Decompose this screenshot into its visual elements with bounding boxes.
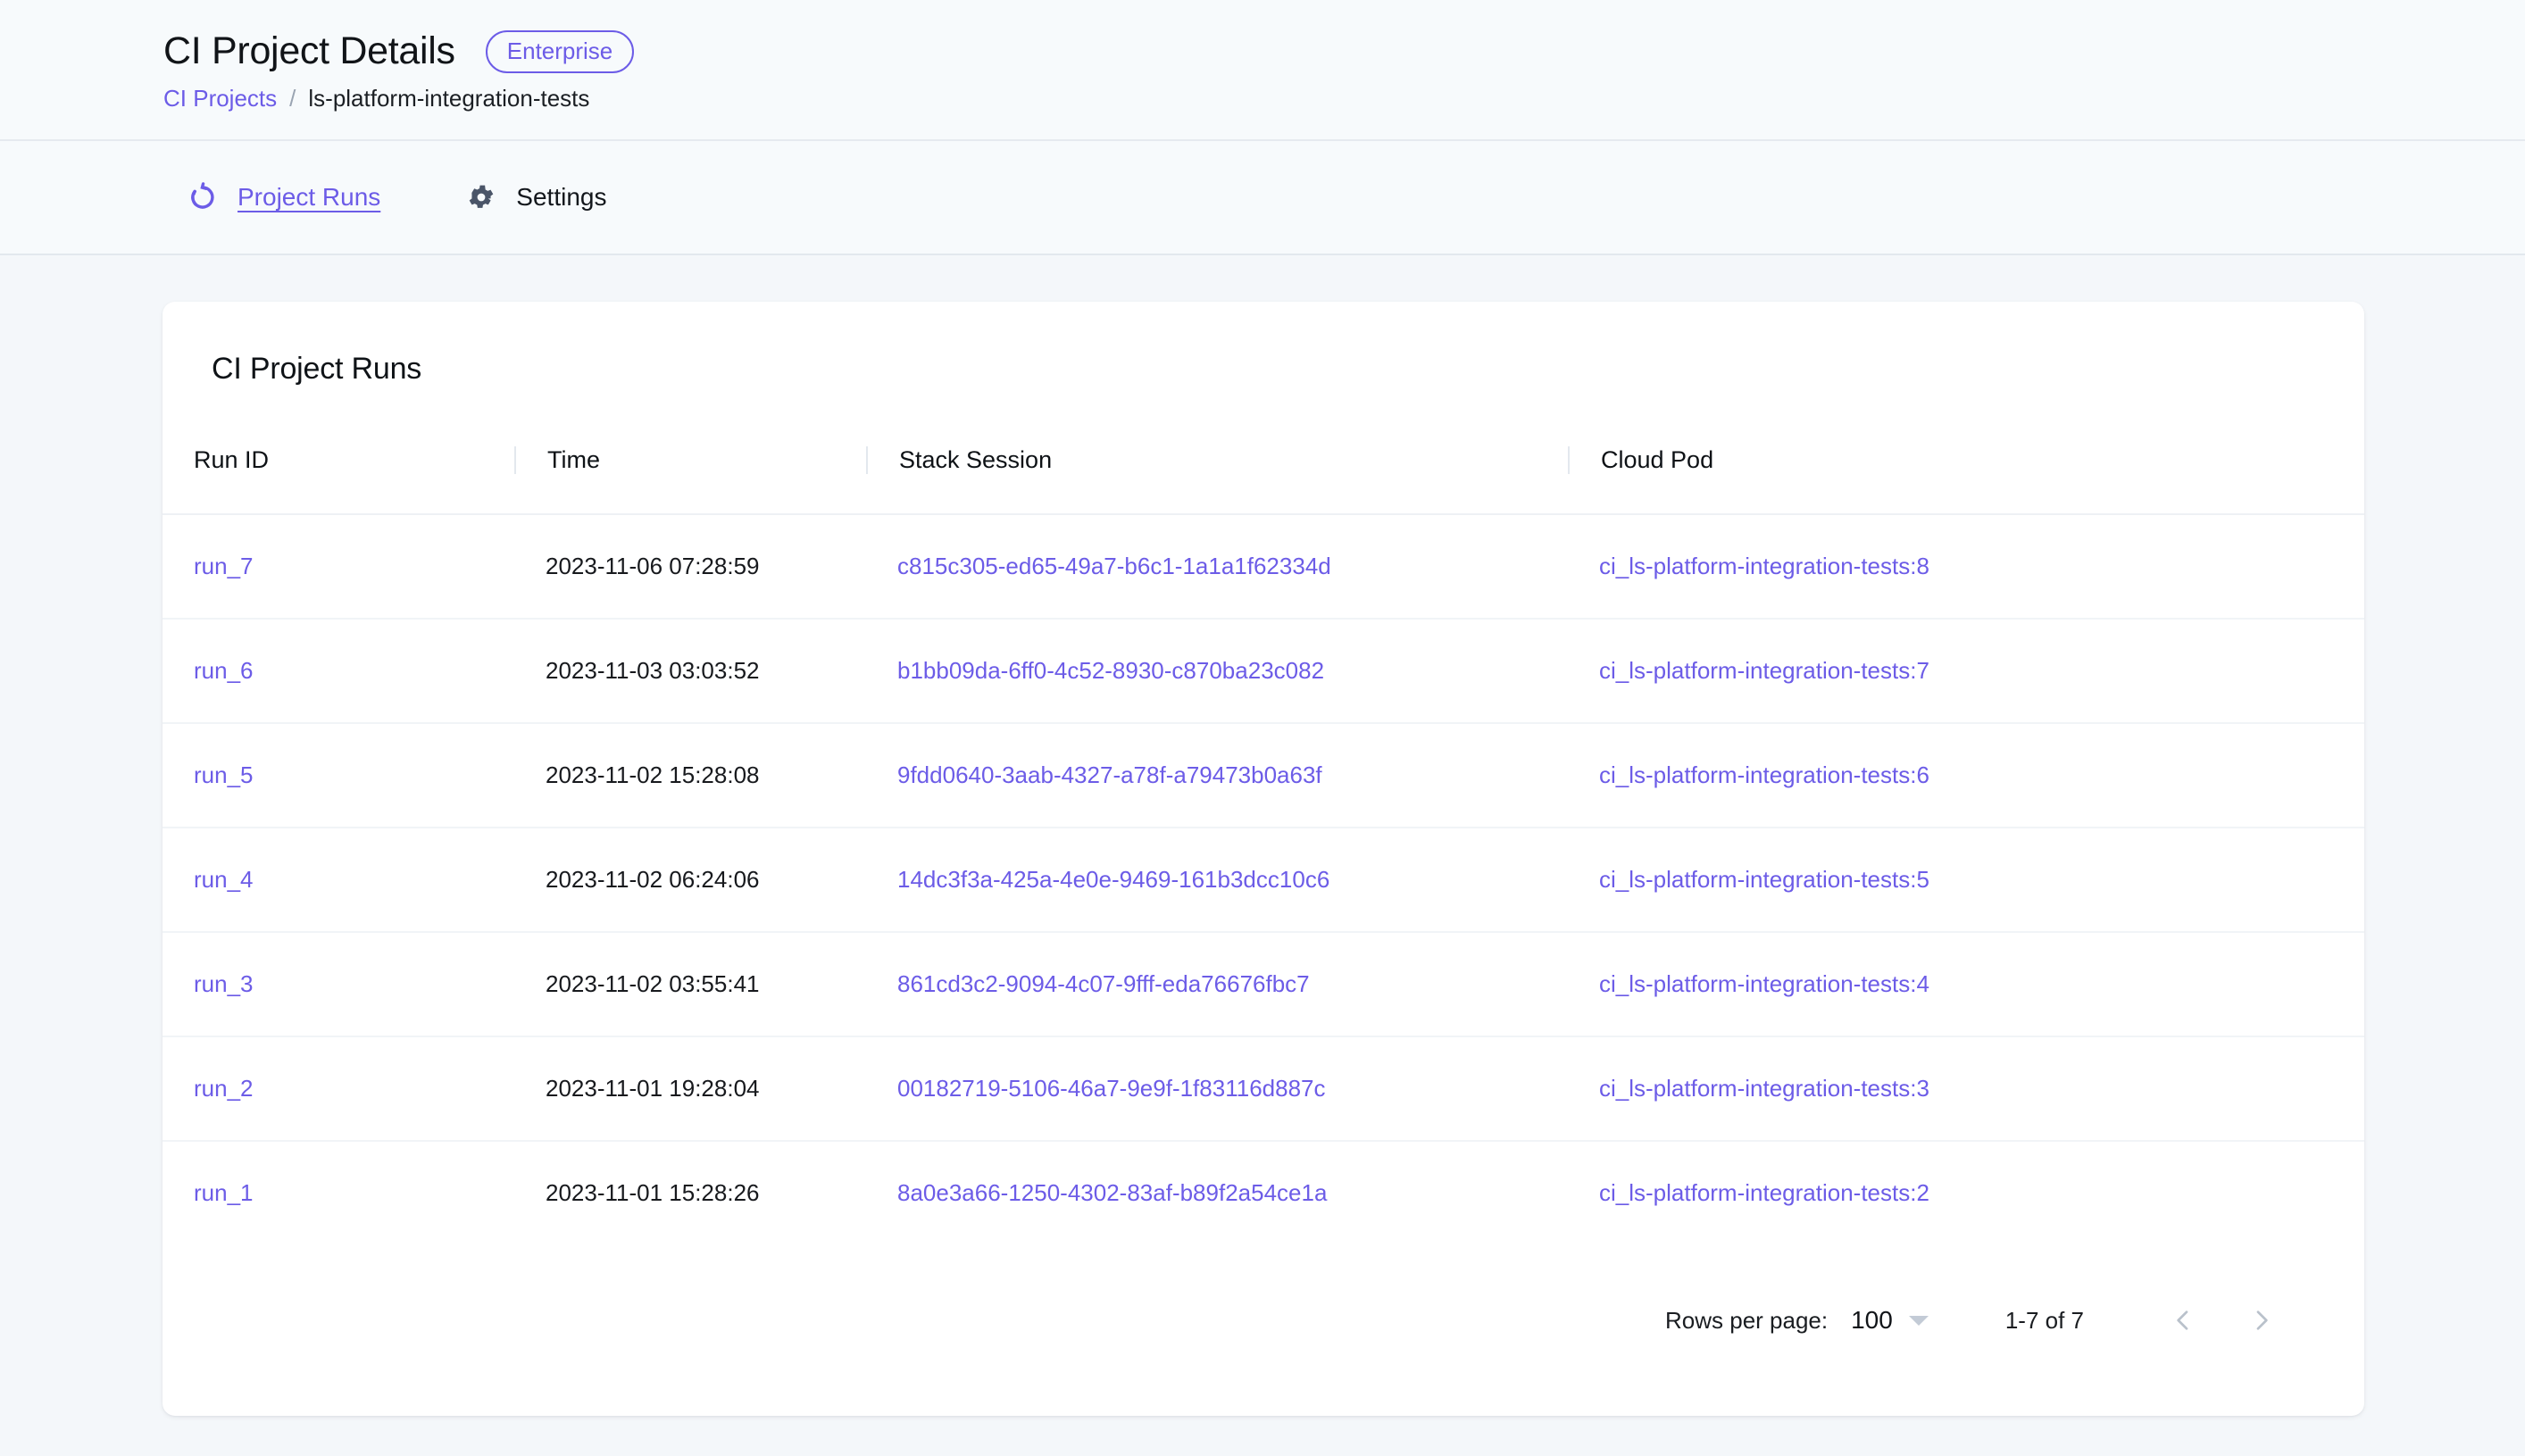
status-badge: Enterprise (485, 30, 635, 73)
cell-stack-session: c815c305-ed65-49a7-b6c1-1a1a1f62334d (866, 513, 1568, 619)
cell-cloud-pod: ci_ls-platform-integration-tests:6 (1568, 722, 2364, 828)
cloud-pod-link[interactable]: ci_ls-platform-integration-tests:3 (1599, 1075, 1929, 1102)
cloud-pod-link[interactable]: ci_ls-platform-integration-tests:4 (1599, 970, 1929, 997)
breadcrumb-current: ls-platform-integration-tests (308, 85, 590, 112)
cell-cloud-pod: ci_ls-platform-integration-tests:7 (1568, 618, 2364, 723)
run-id-link[interactable]: run_6 (194, 657, 254, 684)
cell-stack-session: b1bb09da-6ff0-4c52-8930-c870ba23c082 (866, 618, 1568, 723)
column-header-cloud-pod-label: Cloud Pod (1568, 446, 2364, 474)
breadcrumb-separator: / (289, 85, 296, 112)
cell-cloud-pod: ci_ls-platform-integration-tests:8 (1568, 513, 2364, 619)
history-restore-icon (188, 182, 218, 212)
cell-cloud-pod: ci_ls-platform-integration-tests:2 (1568, 1140, 2364, 1244)
table-head: Run ID Time Stack Session Cloud Pod (162, 446, 2364, 514)
breadcrumb: CI Projects / ls-platform-integration-te… (163, 85, 2525, 112)
chevron-down-icon (1908, 1315, 1929, 1326)
title-row: CI Project Details Enterprise (163, 30, 2525, 73)
pagination: Rows per page: 100 1-7 of 7 (162, 1244, 2364, 1353)
tab-label-project-runs: Project Runs (238, 183, 381, 211)
cloud-pod-link[interactable]: ci_ls-platform-integration-tests:5 (1599, 866, 1929, 893)
table-row: run_5 2023-11-02 15:28:08 9fdd0640-3aab-… (162, 722, 2364, 828)
runs-table: Run ID Time Stack Session Cloud Pod run_… (162, 446, 2364, 1244)
gear-icon (466, 182, 496, 212)
cell-stack-session: 9fdd0640-3aab-4327-a78f-a79473b0a63f (866, 722, 1568, 828)
table-row: run_7 2023-11-06 07:28:59 c815c305-ed65-… (162, 513, 2364, 619)
run-id-link[interactable]: run_1 (194, 1179, 254, 1206)
column-header-run-id-label: Run ID (194, 446, 270, 473)
breadcrumb-link-ci-projects[interactable]: CI Projects (163, 85, 278, 112)
table-header-row: Run ID Time Stack Session Cloud Pod (162, 446, 2364, 514)
cloud-pod-link[interactable]: ci_ls-platform-integration-tests:6 (1599, 761, 1929, 788)
cell-cloud-pod: ci_ls-platform-integration-tests:5 (1568, 827, 2364, 932)
cell-time: 2023-11-02 06:24:06 (514, 827, 866, 932)
table-body: run_7 2023-11-06 07:28:59 c815c305-ed65-… (162, 513, 2364, 1244)
table-row: run_6 2023-11-03 03:03:52 b1bb09da-6ff0-… (162, 618, 2364, 723)
cloud-pod-link[interactable]: ci_ls-platform-integration-tests:2 (1599, 1179, 1929, 1206)
run-id-link[interactable]: run_7 (194, 553, 254, 579)
cell-run-id: run_1 (162, 1140, 514, 1244)
run-id-link[interactable]: run_4 (194, 866, 254, 893)
cell-run-id: run_7 (162, 513, 514, 619)
stack-session-link[interactable]: 8a0e3a66-1250-4302-83af-b89f2a54ce1a (897, 1179, 1328, 1206)
cell-time: 2023-11-06 07:28:59 (514, 513, 866, 619)
cell-time: 2023-11-02 03:55:41 (514, 931, 866, 1036)
page-header: CI Project Details Enterprise CI Project… (0, 0, 2525, 141)
cell-run-id: run_6 (162, 618, 514, 723)
stack-session-link[interactable]: 9fdd0640-3aab-4327-a78f-a79473b0a63f (897, 761, 1322, 788)
table-row: run_4 2023-11-02 06:24:06 14dc3f3a-425a-… (162, 827, 2364, 932)
ci-project-runs-card: CI Project Runs Run ID Time Stack Sessio… (162, 302, 2364, 1416)
run-id-link[interactable]: run_5 (194, 761, 254, 788)
cell-stack-session: 00182719-5106-46a7-9e9f-1f83116d887c (866, 1036, 1568, 1141)
table-row: run_1 2023-11-01 15:28:26 8a0e3a66-1250-… (162, 1140, 2364, 1244)
column-header-time[interactable]: Time (514, 446, 866, 514)
cell-run-id: run_3 (162, 931, 514, 1036)
table-row: run_2 2023-11-01 19:28:04 00182719-5106-… (162, 1036, 2364, 1141)
cell-time: 2023-11-01 15:28:26 (514, 1140, 866, 1244)
rows-per-page-label: Rows per page: (1665, 1306, 1829, 1334)
cell-cloud-pod: ci_ls-platform-integration-tests:3 (1568, 1036, 2364, 1141)
stack-session-link[interactable]: 861cd3c2-9094-4c07-9fff-eda76676fbc7 (897, 970, 1310, 997)
run-id-link[interactable]: run_3 (194, 970, 254, 997)
run-id-link[interactable]: run_2 (194, 1075, 254, 1102)
column-header-stack-session[interactable]: Stack Session (866, 446, 1568, 514)
card-title: CI Project Runs (212, 352, 422, 386)
stack-session-link[interactable]: 14dc3f3a-425a-4e0e-9469-161b3dcc10c6 (897, 866, 1330, 893)
next-page-button[interactable] (2229, 1287, 2295, 1353)
column-header-run-id[interactable]: Run ID (162, 446, 514, 514)
cell-time: 2023-11-03 03:03:52 (514, 618, 866, 723)
tab-bar: Project Runs Settings (0, 141, 2525, 255)
chevron-right-icon (2247, 1306, 2276, 1335)
stack-session-link[interactable]: c815c305-ed65-49a7-b6c1-1a1a1f62334d (897, 553, 1331, 579)
cell-stack-session: 14dc3f3a-425a-4e0e-9469-161b3dcc10c6 (866, 827, 1568, 932)
chevron-left-icon (2169, 1306, 2197, 1335)
cell-time: 2023-11-01 19:28:04 (514, 1036, 866, 1141)
rows-per-page-value: 100 (1851, 1306, 1893, 1334)
cloud-pod-link[interactable]: ci_ls-platform-integration-tests:7 (1599, 657, 1929, 684)
previous-page-button[interactable] (2150, 1287, 2216, 1353)
tab-settings[interactable]: Settings (466, 182, 606, 212)
cloud-pod-link[interactable]: ci_ls-platform-integration-tests:8 (1599, 553, 1929, 579)
cell-stack-session: 8a0e3a66-1250-4302-83af-b89f2a54ce1a (866, 1140, 1568, 1244)
tab-project-runs[interactable]: Project Runs (188, 182, 380, 212)
column-header-cloud-pod[interactable]: Cloud Pod (1568, 446, 2364, 514)
cell-cloud-pod: ci_ls-platform-integration-tests:4 (1568, 931, 2364, 1036)
cell-time: 2023-11-02 15:28:08 (514, 722, 866, 828)
pagination-range: 1-7 of 7 (2004, 1306, 2084, 1334)
cell-stack-session: 861cd3c2-9094-4c07-9fff-eda76676fbc7 (866, 931, 1568, 1036)
stack-session-link[interactable]: b1bb09da-6ff0-4c52-8930-c870ba23c082 (897, 657, 1325, 684)
page-title: CI Project Details (163, 29, 455, 73)
cell-run-id: run_2 (162, 1036, 514, 1141)
table-row: run_3 2023-11-02 03:55:41 861cd3c2-9094-… (162, 931, 2364, 1036)
rows-per-page-select[interactable]: 100 (1851, 1306, 1929, 1335)
column-header-stack-session-label: Stack Session (866, 446, 1568, 474)
tab-label-settings: Settings (516, 183, 607, 211)
column-header-time-label: Time (514, 446, 866, 474)
cell-run-id: run_5 (162, 722, 514, 828)
stack-session-link[interactable]: 00182719-5106-46a7-9e9f-1f83116d887c (897, 1075, 1326, 1102)
cell-run-id: run_4 (162, 827, 514, 932)
